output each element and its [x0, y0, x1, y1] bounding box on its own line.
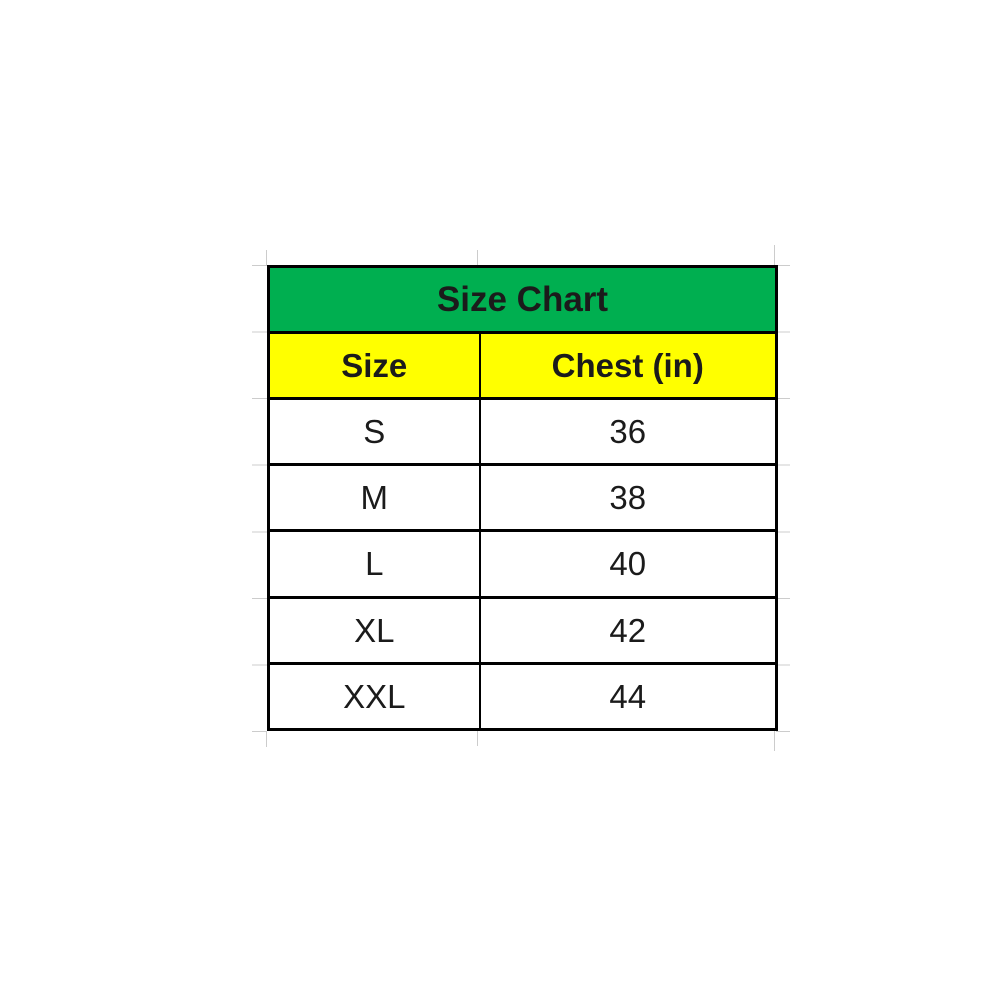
table-row: XXL 44: [267, 661, 778, 732]
column-header-size: Size: [267, 331, 481, 400]
table-row: XL 42: [267, 595, 778, 665]
size-chart-table: Size Chart Size Chest (in) S 36 M 38 L 4…: [267, 265, 778, 732]
gridline-tick-top-middle: [477, 250, 478, 265]
gridline-tick-top-left: [266, 250, 267, 265]
chest-cell: 40: [478, 529, 778, 599]
header-row: Size Chest (in): [267, 331, 778, 400]
gridline-tick-bottom-left: [266, 731, 267, 747]
chest-cell: 36: [478, 396, 778, 467]
size-cell: XL: [267, 595, 481, 665]
table-row: M 38: [267, 463, 778, 533]
column-header-chest: Chest (in): [478, 331, 778, 400]
size-cell: XXL: [267, 661, 481, 732]
table-title: Size Chart: [267, 265, 778, 334]
gridline-tick-top-right: [774, 245, 775, 265]
gridline-ticks-right: [776, 265, 790, 733]
size-cell: S: [267, 396, 481, 467]
gridline-tick-bottom-middle: [477, 731, 478, 746]
table-row: S 36: [267, 396, 778, 467]
gridline-ticks-left: [252, 265, 267, 733]
chest-cell: 38: [478, 463, 778, 533]
chest-cell: 44: [478, 661, 778, 732]
gridline-tick-bottom-right: [774, 731, 775, 751]
size-cell: L: [267, 529, 481, 599]
table-row: L 40: [267, 529, 778, 599]
chest-cell: 42: [478, 595, 778, 665]
title-row: Size Chart: [267, 265, 778, 334]
size-cell: M: [267, 463, 481, 533]
